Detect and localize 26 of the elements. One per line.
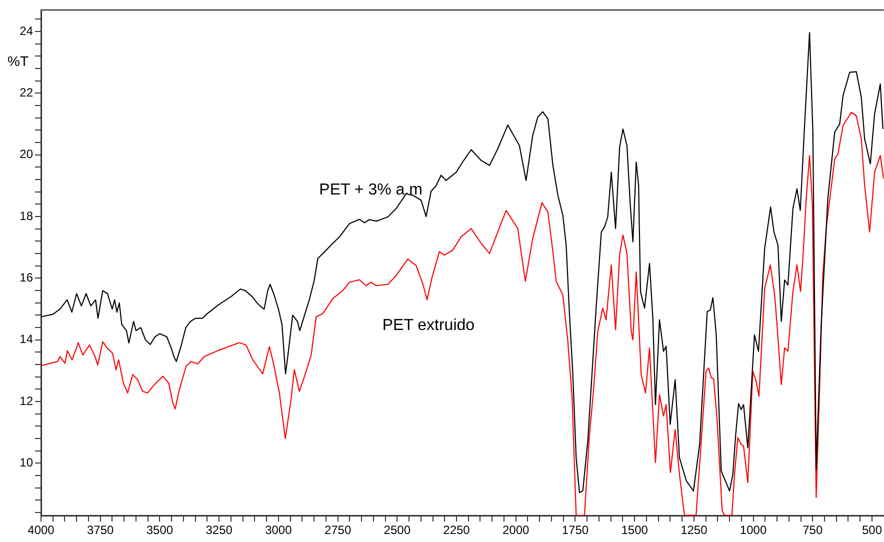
x-tick-label: 3250: [206, 523, 233, 538]
x-tick-label: 2500: [384, 523, 411, 538]
x-tick-label: 1250: [680, 523, 708, 538]
x-tick-label: 3500: [146, 523, 174, 538]
x-tick-label: 1750: [562, 523, 589, 538]
x-tick-label: 1000: [740, 523, 767, 538]
x-tick-label: 750: [802, 523, 823, 538]
y-tick-label: 12: [20, 394, 34, 408]
x-tick-label: 1500: [621, 523, 648, 538]
x-tick-label: 3750: [87, 523, 114, 538]
x-tick-label: 2750: [324, 523, 352, 538]
series-label: PET extruido: [382, 316, 475, 334]
x-tick-label: 500: [862, 523, 882, 538]
y-tick-label: 22: [20, 86, 34, 100]
x-tick-label: 2250: [443, 523, 470, 538]
series-label: PET + 3% a.m: [319, 181, 422, 198]
y-axis-title: %T: [8, 52, 29, 69]
y-tick-label: 18: [20, 208, 34, 223]
y-tick-label: 14: [20, 332, 34, 346]
y-tick-label: 20: [20, 147, 34, 162]
x-tick-label: 4000: [28, 523, 55, 538]
y-tick-label: 10: [20, 456, 34, 470]
y-tick-label: 16: [20, 270, 34, 285]
x-tick-label: 2000: [502, 523, 530, 538]
y-tick-label: 24: [20, 24, 34, 38]
x-tick-label: 3000: [265, 523, 292, 538]
